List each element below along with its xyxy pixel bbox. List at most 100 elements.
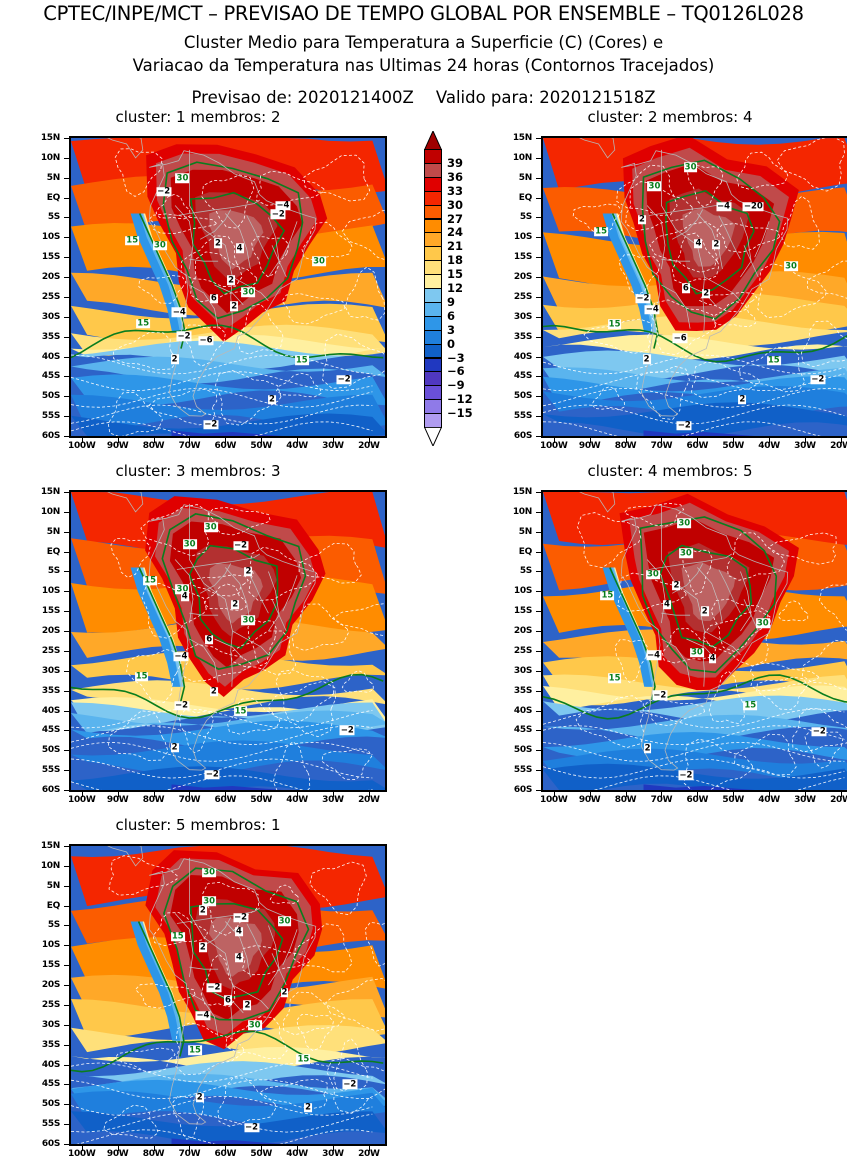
contour-label: 15 (294, 354, 309, 365)
y-axis-tick (64, 316, 69, 318)
y-axis-tick (536, 710, 541, 712)
y-axis-label: 45S (513, 725, 532, 736)
y-axis-tick (64, 591, 69, 593)
plot-area-cluster-3[interactable]: 30 30 −2 2 15 30 4 2 30 6 −4 15 2 −2 15 −2 2 −2 (69, 490, 387, 792)
y-axis-label: 15S (41, 252, 60, 263)
y-axis-tick (536, 670, 541, 672)
y-axis-label: 15N (512, 487, 532, 497)
y-axis-label: EQ (518, 192, 533, 203)
y-axis-label: 35S (41, 685, 60, 696)
x-axis-label: 40W (758, 795, 780, 805)
colorbar-tick-label: 27 (447, 211, 464, 226)
x-axis-label: 20W (358, 795, 380, 805)
map-panel-cluster-3[interactable]: cluster: 3 membros: 3 30 30 −2 2 15 30 4 2 30 6 −4 1… (8, 462, 388, 807)
x-axis-tick (261, 1146, 263, 1151)
plot-area-cluster-1[interactable]: 30 −2 −4 −2 15 30 2 4 30 2 30 6 2 −4 15 −2 −6 2 15 −2 2 −2 (69, 136, 387, 438)
contour-label: 4 (235, 952, 243, 963)
y-axis-label: 10S (41, 232, 60, 243)
colorbar-band (424, 176, 442, 192)
x-axis-label: 20W (830, 441, 847, 451)
x-axis-label: 50W (250, 441, 272, 451)
y-axis-tick (64, 965, 69, 967)
y-axis-label: 5N (46, 172, 61, 183)
colorbar-band (424, 204, 442, 220)
map-canvas-cluster-4[interactable]: 30 30 30 2 15 4 2 30 −4 30 4 15 −2 15 −2 2 −2 (541, 490, 847, 792)
contour-label: 2 (195, 1092, 204, 1103)
x-axis-tick (625, 438, 627, 443)
contour-label: 15 (125, 235, 140, 246)
map-canvas-cluster-3[interactable]: 30 30 −2 2 15 30 4 2 30 6 −4 15 2 −2 15 −2 2 −2 (69, 490, 387, 792)
x-axis-label: 90W (106, 795, 129, 805)
y-axis-label: 55S (513, 411, 532, 422)
plot-area-cluster-5[interactable]: 30 30 2 −2 30 4 15 2 4 −2 2 6 2 −4 30 15 15 −2 2 2 −2 (69, 844, 387, 1146)
x-axis-tick (332, 438, 334, 443)
y-axis-tick (64, 138, 69, 139)
contour-label: −4 (716, 201, 732, 212)
x-axis-label: 70W (650, 441, 673, 451)
x-axis-tick (769, 792, 771, 797)
map-canvas-cluster-1[interactable]: 30 −2 −4 −2 15 30 2 4 30 2 30 6 2 −4 15 −2 −6 2 15 −2 2 −2 (69, 136, 387, 438)
contour-label: −2 (233, 912, 249, 923)
y-axis-tick (536, 591, 541, 593)
y-axis-tick (536, 177, 541, 179)
colorbar-band (424, 371, 442, 387)
contour-label: −2 (204, 769, 220, 780)
y-axis-tick (536, 571, 541, 573)
x-axis-label: 30W (794, 795, 816, 805)
y-axis-tick (64, 985, 69, 987)
panel-title-cluster-3: cluster: 3 membros: 3 (115, 462, 281, 480)
y-axis-label: 35S (513, 685, 532, 696)
y-axis-tick (536, 551, 541, 553)
map-panel-cluster-5[interactable]: cluster: 5 membros: 1 30 30 2 −2 30 4 15 2 4 −2 2 6 2… (8, 816, 388, 1161)
contour-label: 30 (202, 867, 217, 878)
contour-label: −4 (173, 651, 189, 662)
y-axis-tick (64, 650, 69, 652)
x-axis-label: 30W (322, 441, 344, 451)
x-axis-tick (368, 792, 370, 797)
y-axis-label: EQ (518, 546, 533, 557)
contour-label: −4 (195, 1010, 211, 1021)
colorbar-tick-label: −15 (447, 406, 473, 421)
plot-area-cluster-4[interactable]: 30 30 30 2 15 4 2 30 −4 30 4 15 −2 15 −2 2 −2 (541, 490, 847, 792)
y-axis-label: 5S (47, 212, 60, 223)
map-canvas-cluster-5[interactable]: 30 30 2 −2 30 4 15 2 4 −2 2 6 2 −4 30 15 15 −2 2 2 −2 (69, 844, 387, 1146)
y-axis-tick (64, 436, 69, 437)
y-axis-tick (64, 770, 69, 772)
colorbar-tick-label: 39 (447, 155, 464, 170)
colorbar-band (424, 301, 442, 317)
y-axis-label: 5N (518, 526, 533, 537)
y-axis-label: 10N (512, 506, 532, 517)
contour-label: 30 (689, 647, 704, 658)
contour-label: 30 (182, 538, 197, 549)
y-axis-label: 50S (41, 745, 60, 756)
colorbar-tick-label: 30 (447, 197, 464, 212)
contour-label: 15 (188, 1044, 202, 1055)
x-axis-label: 60W (214, 795, 237, 805)
x-axis-label: 70W (178, 795, 201, 805)
y-axis-tick (536, 336, 541, 338)
x-axis-tick (553, 438, 555, 443)
contour-label: −2 (203, 419, 219, 430)
contour-label: 30 (241, 614, 256, 625)
map-panel-cluster-1[interactable]: cluster: 1 membros: 2 30 −2 −4 −2 15 30 2 4 30 2 30… (8, 108, 388, 453)
y-axis-label: 55S (513, 765, 532, 776)
y-axis-tick (536, 770, 541, 772)
y-axis-label: 45S (41, 725, 60, 736)
map-panel-cluster-4[interactable]: cluster: 4 membros: 5 30 30 30 2 15 4 2 30 −4 30 4 1… (480, 462, 847, 807)
contour-label: 4 (235, 926, 243, 937)
contour-label: −2 (233, 540, 249, 551)
map-panel-cluster-2[interactable]: cluster: 2 membros: 4 30 30 −4 −20 2 15 4 2 30 6 2−… (480, 108, 847, 453)
contour-label: −20 (742, 201, 764, 212)
colorbar-band (424, 385, 442, 401)
contour-label: 2 (170, 353, 179, 364)
colorbar-tick-label: 18 (447, 253, 464, 268)
y-axis-label: 35S (41, 331, 60, 342)
map-canvas-cluster-2[interactable]: 30 30 −4 −20 2 15 4 2 30 6 2 −2 −4 15 −6 15 2 −2 2 −2 (541, 136, 847, 438)
y-axis-label: 10S (513, 586, 532, 597)
plot-area-cluster-2[interactable]: 30 30 −4 −20 2 15 4 2 30 6 2 −2 −4 15 −6 15 2 −2 2 −2 (541, 136, 847, 438)
y-axis-label: 10S (41, 940, 60, 951)
colorbar-tick-label: 12 (447, 281, 464, 295)
y-axis-label: 15N (512, 133, 532, 143)
colorbar-tick-label: −3 (447, 350, 465, 365)
contour-label: −2 (336, 374, 352, 385)
